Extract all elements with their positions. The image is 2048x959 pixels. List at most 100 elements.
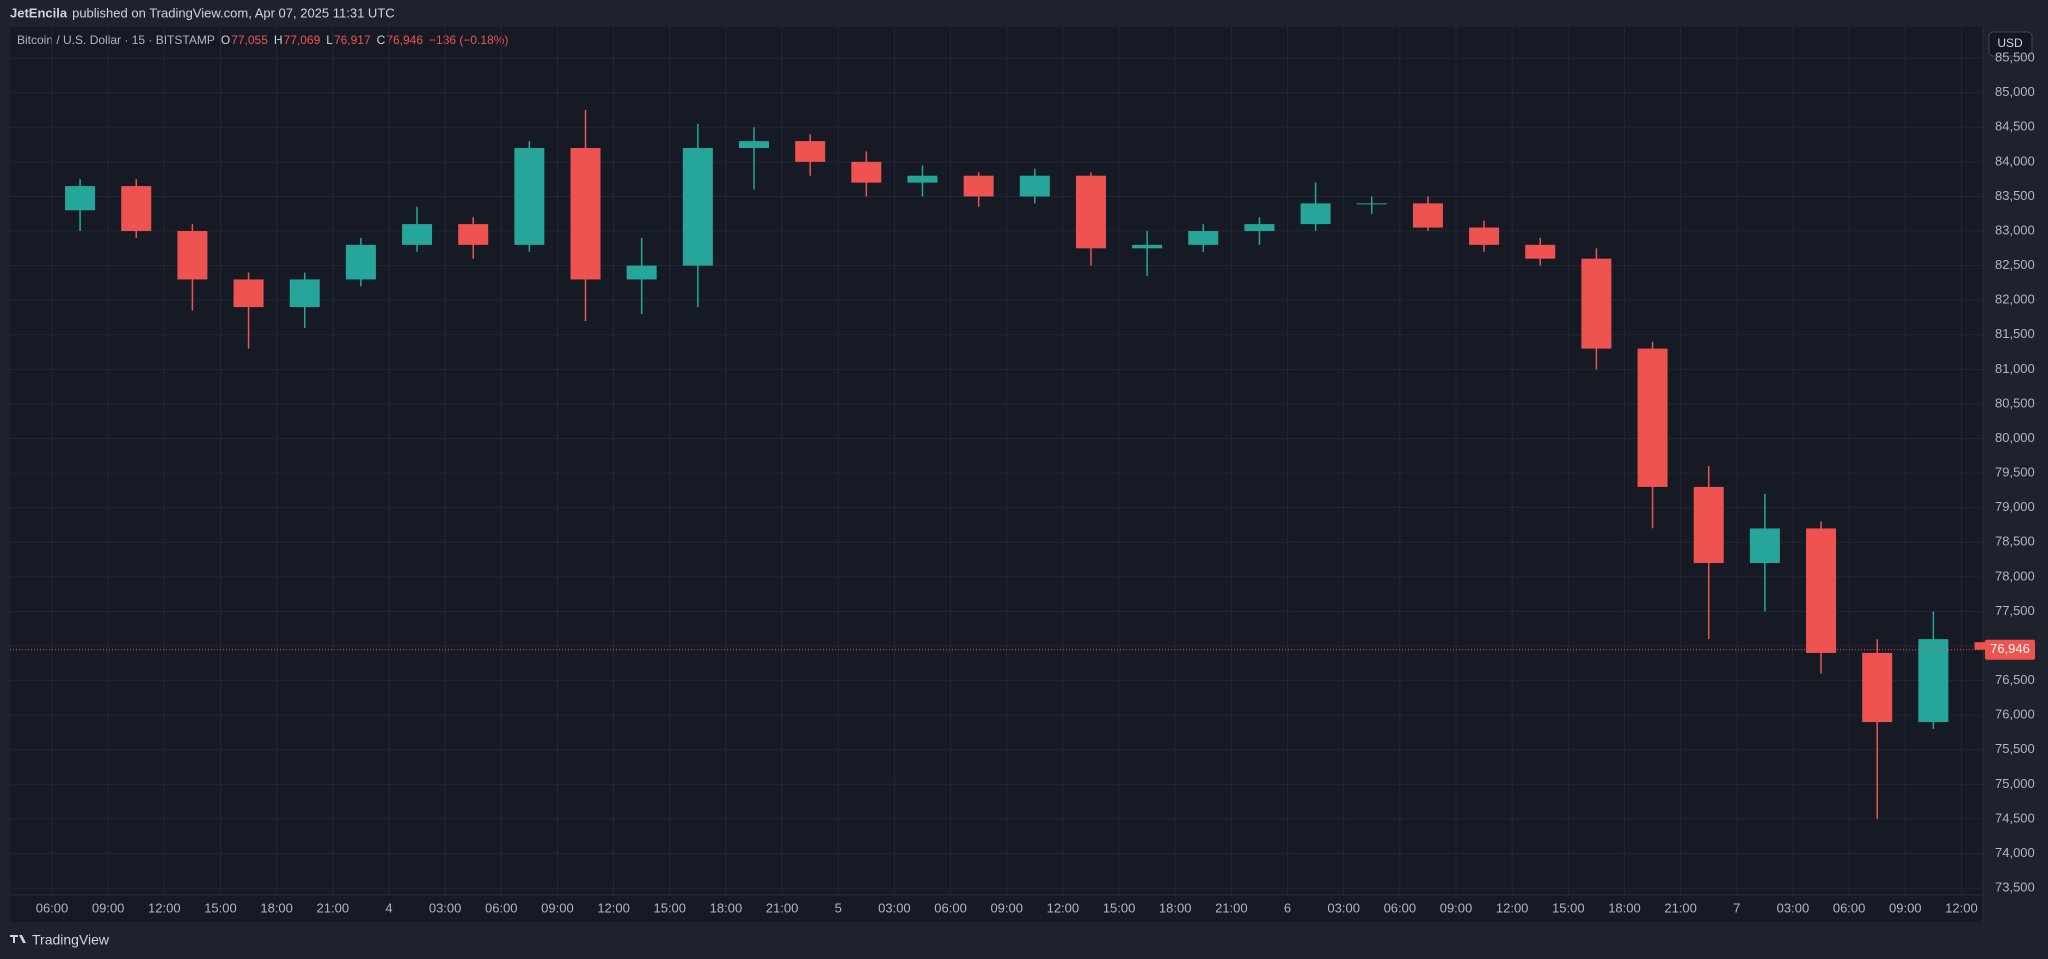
currency-label[interactable]: USD	[1997, 36, 2023, 50]
candle-body	[570, 148, 601, 280]
y-tick-label: 75,000	[1995, 776, 2035, 791]
ohlc-key: L	[326, 33, 333, 47]
candle-body	[1749, 528, 1780, 564]
y-tick-label: 84,500	[1995, 119, 2035, 134]
x-tick-label: 09:00	[990, 900, 1023, 915]
y-tick-label: 76,500	[1995, 672, 2035, 687]
candle-body	[1244, 224, 1275, 232]
y-tick-label: 79,500	[1995, 465, 2035, 480]
x-tick-label: 21:00	[317, 900, 350, 915]
x-tick-label: 18:00	[260, 900, 293, 915]
x-tick-label: 09:00	[92, 900, 125, 915]
y-tick-label: 82,500	[1995, 257, 2035, 272]
y-tick-label: 81,500	[1995, 326, 2035, 341]
ohlc-key: O	[221, 33, 230, 47]
candle-body	[1862, 652, 1893, 723]
candle-body	[626, 265, 657, 280]
x-tick-label: 09:00	[1440, 900, 1473, 915]
y-tick-label: 85,000	[1995, 84, 2035, 99]
y-tick-label: 75,500	[1995, 741, 2035, 756]
x-tick-label: 15:00	[653, 900, 686, 915]
candle-body	[177, 231, 208, 280]
symbol-title: Bitcoin / U.S. Dollar · 15 · BITSTAMP	[17, 33, 215, 47]
x-tick-label: 03:00	[1777, 900, 1810, 915]
candle-body	[1412, 203, 1443, 228]
publisher: JetEncila	[10, 5, 68, 20]
x-tick-label: 21:00	[766, 900, 799, 915]
candle-body	[739, 141, 769, 149]
x-tick-label: 06:00	[1384, 900, 1417, 915]
y-tick-label: 74,000	[1995, 845, 2035, 860]
candle-body	[1075, 175, 1106, 249]
x-tick-label: 15:00	[1552, 900, 1585, 915]
x-tick-label: 12:00	[1945, 900, 1978, 915]
x-tick-label: 12:00	[1496, 900, 1529, 915]
y-tick-label: 83,000	[1995, 222, 2035, 237]
candle-body	[458, 224, 489, 245]
ohlc-value: 77,055	[231, 33, 268, 47]
x-tick-label: 09:00	[1889, 900, 1922, 915]
ohlc-value: 76,946	[386, 33, 423, 47]
last-price-label: 76,946	[1990, 641, 2030, 656]
x-tick-label: 06:00	[485, 900, 518, 915]
x-tick-label: 03:00	[429, 900, 462, 915]
x-tick-label: 18:00	[710, 900, 743, 915]
y-tick-label: 78,500	[1995, 534, 2035, 549]
candle-body	[1469, 227, 1500, 245]
candle-body	[1188, 231, 1219, 245]
candle-body	[233, 279, 264, 308]
candle-body	[1918, 639, 1949, 723]
candle-body	[1132, 244, 1163, 249]
y-tick-label: 79,000	[1995, 499, 2035, 514]
candle-body	[121, 186, 152, 232]
y-tick-label: 84,000	[1995, 153, 2035, 168]
x-tick-label: 18:00	[1159, 900, 1192, 915]
candle-body	[851, 161, 882, 183]
candle-body	[1693, 486, 1724, 564]
candle-body	[795, 141, 826, 162]
candle-body	[1356, 203, 1387, 205]
x-tick-label: 12:00	[148, 900, 181, 915]
change: −136 (−0.18%)	[429, 33, 508, 47]
candle-body	[1300, 203, 1331, 225]
x-tick-label: 21:00	[1664, 900, 1697, 915]
x-tick-label: 12:00	[597, 900, 630, 915]
y-tick-label: 73,500	[1995, 880, 2035, 895]
x-tick-label: 12:00	[1047, 900, 1080, 915]
candle-body	[1525, 244, 1556, 259]
x-tick-label: 06:00	[36, 900, 69, 915]
plot-background	[10, 27, 1983, 922]
x-tick-label: 09:00	[541, 900, 574, 915]
candle-body	[907, 175, 938, 183]
y-tick-label: 80,000	[1995, 430, 2035, 445]
x-tick-label: 06:00	[934, 900, 967, 915]
x-tick-label: 03:00	[878, 900, 911, 915]
currency-button[interactable]	[1988, 31, 2033, 57]
ohlc-value: 76,917	[334, 33, 371, 47]
candle-body	[402, 224, 433, 245]
x-tick-label: 7	[1733, 900, 1740, 915]
last-price-badge	[1985, 639, 2035, 660]
x-tick-label: 03:00	[1327, 900, 1360, 915]
candle-body	[289, 279, 320, 308]
candle-body	[345, 244, 376, 280]
x-tick-label: 4	[385, 900, 392, 915]
candle-body	[1581, 258, 1612, 349]
y-tick-label: 83,500	[1995, 188, 2035, 203]
candle-body	[1806, 528, 1837, 653]
y-tick-label: 81,000	[1995, 361, 2035, 376]
y-tick-label: 76,000	[1995, 707, 2035, 722]
x-tick-label: 6	[1284, 900, 1291, 915]
footer-logo	[10, 935, 26, 943]
candle-body	[65, 186, 96, 211]
y-tick-label: 74,500	[1995, 810, 2035, 825]
ohlc-key: H	[274, 33, 283, 47]
candle-body	[1637, 348, 1668, 487]
x-tick-label: 06:00	[1833, 900, 1866, 915]
candle-body	[963, 175, 994, 197]
x-tick-label: 5	[835, 900, 842, 915]
y-tick-label: 78,000	[1995, 568, 2035, 583]
candle-body	[514, 148, 545, 245]
